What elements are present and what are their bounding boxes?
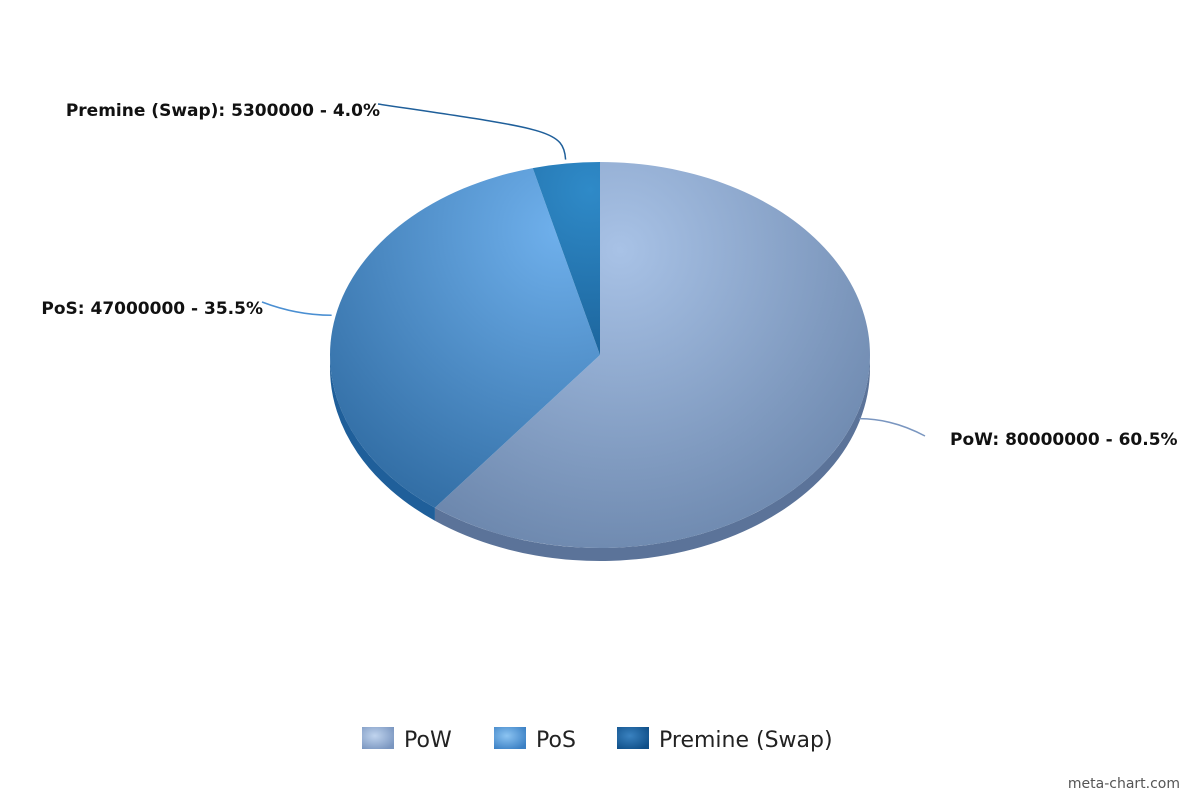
legend-swatch-pos[interactable] bbox=[494, 727, 526, 749]
credit-text[interactable]: meta-chart.com bbox=[1067, 776, 1180, 792]
pie-side-pos bbox=[330, 355, 435, 521]
pie-depth-layer bbox=[330, 355, 870, 561]
legend-label-pos[interactable]: PoS bbox=[536, 728, 576, 753]
pie-slice-pow[interactable] bbox=[434, 162, 870, 549]
data-label-premine-swap-: Premine (Swap): 5300000 - 4.0% bbox=[66, 101, 380, 121]
pie-labels-layer: PoW: 80000000 - 60.5% PoS: 47000000 - 35.… bbox=[41, 101, 1177, 450]
legend-label-pow[interactable]: PoW bbox=[404, 728, 452, 753]
pie-slice-pos[interactable] bbox=[329, 168, 600, 508]
pie-slice-premine-swap-[interactable] bbox=[532, 162, 600, 355]
legend-swatch-premine-swap-[interactable] bbox=[617, 727, 649, 749]
data-label-pos: PoS: 47000000 - 35.5% bbox=[41, 299, 263, 319]
leader-line-premine-swap- bbox=[377, 103, 567, 160]
pie-top-layer bbox=[329, 162, 870, 549]
data-label-pow: PoW: 80000000 - 60.5% bbox=[950, 430, 1178, 450]
legend-label-premine-swap-[interactable]: Premine (Swap) bbox=[659, 728, 833, 753]
leader-line-pow bbox=[859, 417, 926, 437]
legend-swatch-pow[interactable] bbox=[362, 727, 394, 749]
legend: PoW PoS Premine (Swap) bbox=[362, 727, 833, 753]
leader-line-pos bbox=[261, 301, 332, 317]
